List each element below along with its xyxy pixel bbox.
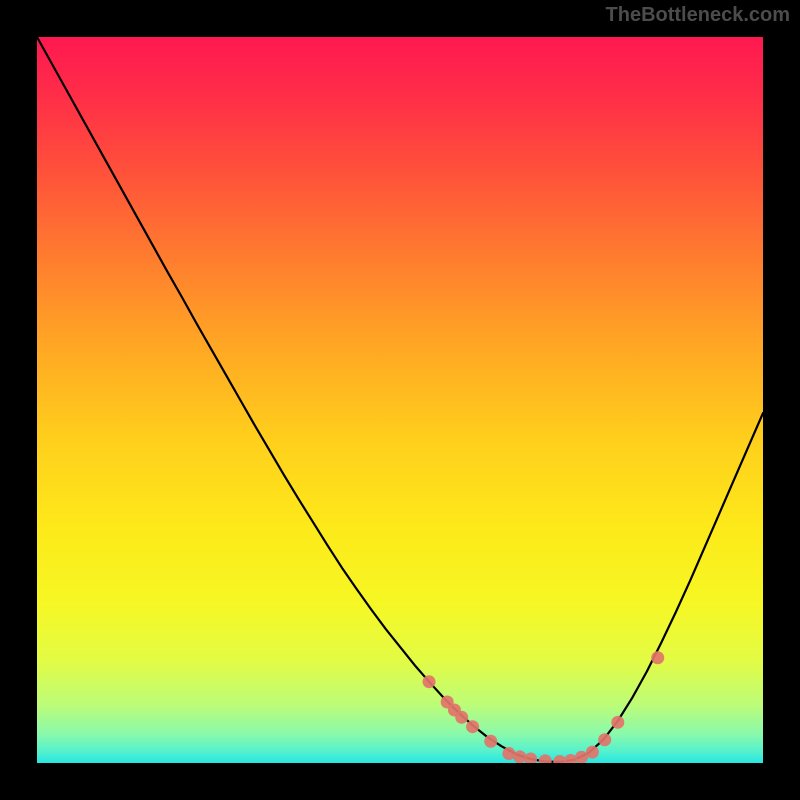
data-point-marker: [586, 746, 599, 759]
watermark-text: TheBottleneck.com: [606, 4, 790, 27]
data-point-marker: [651, 651, 664, 664]
data-point-marker: [598, 733, 611, 746]
data-point-marker: [423, 675, 436, 688]
data-point-marker: [611, 716, 624, 729]
data-point-marker: [484, 735, 497, 748]
data-point-marker: [539, 754, 552, 763]
data-point-marker: [466, 720, 479, 733]
data-point-marker: [524, 753, 537, 763]
chart-container: TheBottleneck.com: [0, 0, 800, 800]
data-point-marker: [455, 711, 468, 724]
curve-layer: [37, 37, 763, 763]
plot-area: [37, 37, 763, 763]
data-point-marker: [513, 750, 526, 763]
